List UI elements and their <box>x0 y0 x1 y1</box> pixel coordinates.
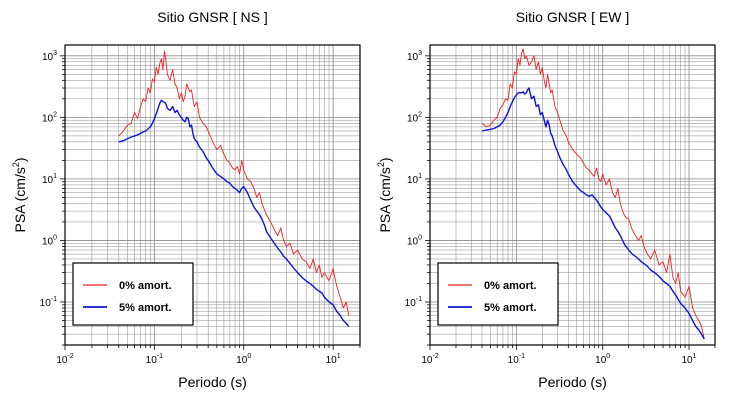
chart-panel-1: Sitio GNSR [ NS ] 10-2 10-1 100 101 10-1 100 10… <box>11 9 361 390</box>
plot-frame <box>64 44 361 346</box>
series-line-blue <box>118 99 350 327</box>
y-tick-label: 102 <box>407 111 422 124</box>
legend-label: 0% amort. <box>484 280 537 292</box>
y-axis-label: PSA (cm/s2) <box>11 157 28 232</box>
legend-label: 5% amort. <box>119 302 172 314</box>
y-tick-label: 10-1 <box>40 296 57 309</box>
plot-frame <box>429 44 716 346</box>
series-line-red <box>118 50 350 316</box>
x-axis-label: Periodo (s) <box>178 374 246 390</box>
legend: 0% amort. 5% amort. <box>437 262 559 326</box>
x-tick-label: 10-2 <box>421 353 438 366</box>
y-tick-label: 102 <box>42 111 57 124</box>
series-line-blue <box>481 87 705 340</box>
y-tick-label: 100 <box>407 234 422 247</box>
legend-label: 0% amort. <box>119 280 172 292</box>
x-axis-label: Periodo (s) <box>538 374 606 390</box>
y-tick-label: 10-1 <box>405 296 422 309</box>
x-tick-label: 10-1 <box>146 353 163 366</box>
chart-title: Sitio GNSR [ NS ] <box>157 9 267 25</box>
chart-title: Sitio GNSR [ EW ] <box>516 9 630 25</box>
y-tick-label: 101 <box>407 173 422 186</box>
x-tick-label: 100 <box>236 353 251 366</box>
y-tick-label: 103 <box>42 50 57 63</box>
series-line-red <box>481 48 705 340</box>
legend: 0% amort. 5% amort. <box>72 262 194 326</box>
chart-panel-2: Sitio GNSR [ EW ] 10-2 10-1 100 101 10-1 100 10… <box>376 9 716 390</box>
x-tick-label: 10-1 <box>508 353 525 366</box>
grid-lines <box>429 45 716 346</box>
x-tick-label: 100 <box>595 353 610 366</box>
y-tick-label: 100 <box>42 234 57 247</box>
x-tick-label: 10-2 <box>56 353 73 366</box>
y-tick-label: 101 <box>42 173 57 186</box>
x-tick-label: 101 <box>326 353 341 366</box>
legend-label: 5% amort. <box>484 302 537 314</box>
x-tick-label: 101 <box>681 353 696 366</box>
y-tick-label: 103 <box>407 50 422 63</box>
legend-box <box>437 262 559 326</box>
y-axis-label: PSA (cm/s2) <box>376 157 393 232</box>
legend-box <box>72 262 194 326</box>
